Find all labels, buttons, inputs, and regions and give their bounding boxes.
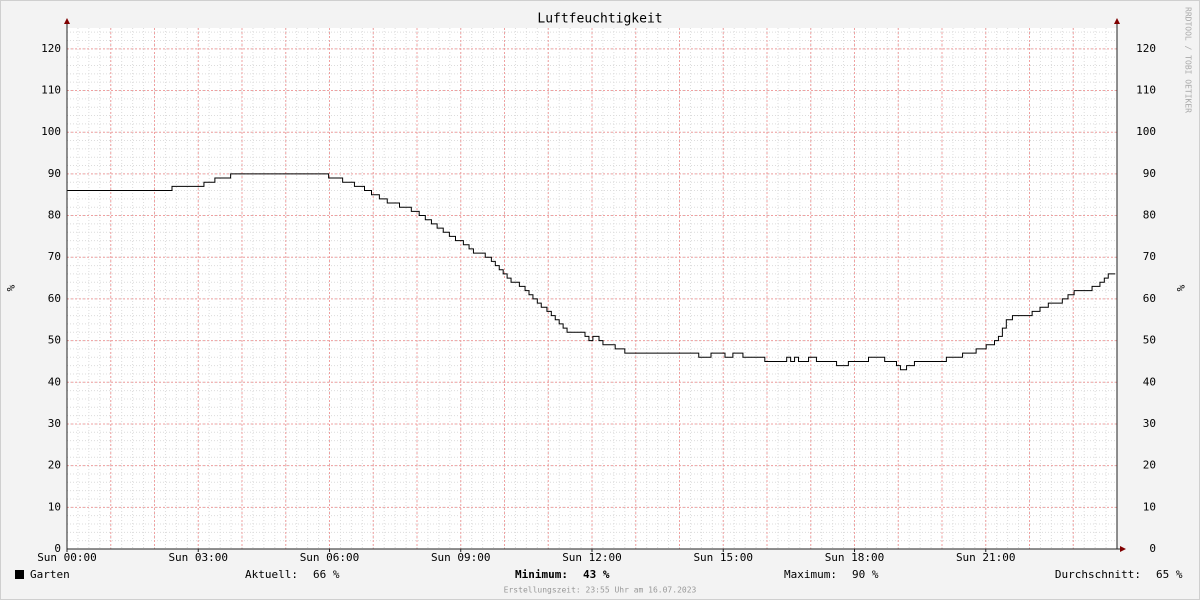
x-tick-label: Sun 21:00 <box>956 551 1016 564</box>
y2-tick-label: 100 <box>1136 125 1156 138</box>
y-tick-label: 20 <box>48 459 61 472</box>
chart-title: Luftfeuchtigkeit <box>537 12 662 27</box>
y2-tick-label: 110 <box>1136 84 1156 97</box>
y2-tick-label: 60 <box>1143 292 1156 305</box>
y2-tick-label: 70 <box>1143 250 1156 263</box>
stat-value: 65 % <box>1156 568 1183 581</box>
y-tick-label: 110 <box>41 84 61 97</box>
y2-tick-label: 40 <box>1143 375 1156 388</box>
axis-arrow <box>64 18 70 24</box>
x-tick-label: Sun 09:00 <box>431 551 491 564</box>
axis-arrow <box>1114 18 1120 24</box>
y2-tick-label: 120 <box>1136 42 1156 55</box>
y2-tick-label: 90 <box>1143 167 1156 180</box>
y-tick-label: 60 <box>48 292 61 305</box>
y2-tick-label: 20 <box>1143 459 1156 472</box>
stat-label: Minimum: <box>515 568 568 581</box>
x-tick-label: Sun 06:00 <box>300 551 360 564</box>
stat-label: Durchschnitt: <box>1055 568 1141 581</box>
stat-value: 66 % <box>313 568 340 581</box>
y-tick-label: 100 <box>41 125 61 138</box>
y2-tick-label: 0 <box>1149 542 1156 555</box>
stat-label: Aktuell: <box>245 568 298 581</box>
y-tick-label: 10 <box>48 500 61 513</box>
x-tick-label: Sun 18:00 <box>825 551 885 564</box>
y-tick-label: 0 <box>54 542 61 555</box>
y2-tick-label: 80 <box>1143 209 1156 222</box>
legend-label: Garten <box>30 568 70 581</box>
y-axis-label: % <box>4 285 17 292</box>
x-tick-label: Sun 00:00 <box>37 551 97 564</box>
series-line <box>67 173 1116 371</box>
y-tick-label: 30 <box>48 417 61 430</box>
y2-tick-label: 50 <box>1143 334 1156 347</box>
legend-swatch <box>15 570 24 579</box>
y-tick-label: 90 <box>48 167 61 180</box>
y-tick-label: 40 <box>48 375 61 388</box>
x-tick-label: Sun 12:00 <box>562 551 622 564</box>
series-layer <box>67 173 1116 371</box>
y-tick-label: 50 <box>48 334 61 347</box>
stat-value: 90 % <box>852 568 879 581</box>
x-tick-label: Sun 15:00 <box>693 551 753 564</box>
stat-label: Maximum: <box>784 568 837 581</box>
y2-tick-label: 10 <box>1143 500 1156 513</box>
y-tick-label: 80 <box>48 209 61 222</box>
legend: Garten Aktuell: 66 % Minimum: 43 % Maximum: 90… <box>15 568 1183 581</box>
stat-value: 43 % <box>583 568 610 581</box>
footer: Erstellungszeit: 23:55 Uhr am 16.07.2023 <box>504 586 697 595</box>
x-tick-label: Sun 03:00 <box>168 551 228 564</box>
y2-axis-label: % <box>1174 285 1187 292</box>
y-tick-label: 70 <box>48 250 61 263</box>
y-tick-label: 120 <box>41 42 61 55</box>
watermark: RRDTOOL / TOBI OETIKER <box>1184 7 1193 113</box>
y2-tick-label: 30 <box>1143 417 1156 430</box>
axis-arrow <box>1120 546 1126 552</box>
